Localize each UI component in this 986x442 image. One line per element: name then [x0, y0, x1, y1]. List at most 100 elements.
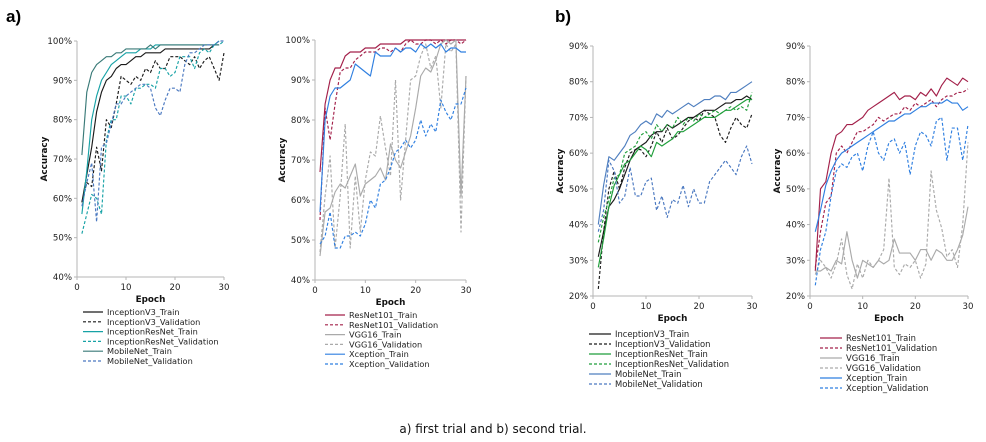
y-tick-label: 80%	[786, 78, 805, 88]
x-tick-label: 0	[807, 302, 812, 312]
x-tick-label: 20	[410, 286, 421, 296]
y-tick-label: 60%	[569, 149, 588, 159]
y-tick-label: 20%	[786, 292, 805, 302]
legend-label: VGG16_Validation	[349, 339, 422, 349]
legend-label: MobileNet_Validation	[107, 356, 193, 366]
y-tick-label: 50%	[53, 234, 72, 244]
series-line-xception-train	[319, 43, 466, 213]
legend-label: InceptionV3_Validation	[107, 317, 200, 327]
legend-label: Xception_Validation	[349, 359, 430, 369]
y-tick-label: 70%	[53, 155, 72, 165]
y-tick-label: 30%	[569, 256, 588, 266]
y-tick-label: 90%	[53, 76, 72, 86]
series-line-vgg16-train	[815, 206, 969, 279]
legend-label: InceptionResNet_Train	[107, 327, 198, 337]
y-tick-label: 60%	[53, 194, 72, 204]
legend-label: InceptionV3_Train	[107, 307, 180, 317]
series-line-vgg16-validation	[814, 142, 969, 290]
x-axis-label: Epoch	[376, 298, 406, 308]
series-line-xception-train	[814, 99, 969, 232]
chart-a-right: 40% 50% 60% 70% 80% 90% 100% 0 10 20 30 Epoch Accura…	[278, 36, 471, 369]
x-tick-label: 0	[312, 286, 317, 296]
legend-label: ResNet101_Train	[846, 333, 916, 343]
y-tick-label: 100%	[47, 37, 72, 47]
figure-caption: a) first trial and b) second trial.	[399, 422, 587, 436]
y-tick-label: 80%	[291, 116, 310, 126]
y-tick-label: 70%	[569, 113, 588, 123]
y-tick-label: 70%	[291, 156, 310, 166]
y-tick-label: 90%	[291, 76, 310, 86]
x-tick-label: 20	[910, 302, 921, 312]
y-tick-label: 60%	[786, 149, 805, 159]
x-tick-label: 0	[590, 302, 595, 312]
y-tick-label: 40%	[569, 221, 588, 231]
y-tick-label: 90%	[786, 42, 805, 52]
legend-label: ResNet101_Validation	[349, 320, 438, 330]
y-tick-label: 100%	[285, 36, 310, 46]
legend-label: ResNet101_Train	[349, 310, 417, 320]
charts-layer: 40% 50% 60% 70% 80% 90% 100% 0 10 20 30 Epoch Accura…	[40, 36, 973, 393]
legend-label: InceptionResNet_Train	[615, 349, 708, 359]
x-axis-label: Epoch	[658, 314, 688, 324]
x-tick-label: 20	[694, 302, 705, 312]
y-tick-label: 40%	[786, 221, 805, 231]
series-line-resnet101-validation	[814, 88, 969, 268]
y-tick-label: 40%	[53, 273, 72, 283]
series-line-inceptionresnet-validation	[597, 92, 753, 243]
series-line-resnet101-train	[814, 77, 969, 272]
x-tick-label: 30	[747, 302, 758, 312]
legend-label: ResNet101_Validation	[846, 343, 937, 353]
series-line-inceptionv3-train	[81, 44, 220, 203]
x-tick-label: 0	[74, 283, 79, 293]
y-axis-label: Accuracy	[556, 148, 566, 193]
chart-b-right: 20% 30% 40% 50% 60% 70% 80% 90% 0 10 20 30 Epoch Accu…	[773, 42, 973, 393]
x-tick-label: 10	[641, 302, 652, 312]
legend-label: MobileNet_Validation	[615, 379, 703, 389]
panel-label-b: b)	[555, 7, 571, 26]
y-tick-label: 30%	[786, 256, 805, 266]
series-line-resnet101-validation	[319, 39, 467, 221]
y-axis-label: Accuracy	[773, 148, 783, 193]
series-line-mobilenet-validation	[81, 40, 224, 223]
x-tick-label: 20	[170, 283, 181, 293]
legend-label: Xception_Train	[846, 373, 907, 383]
x-axis-label: Epoch	[874, 314, 904, 324]
series-line-inceptionv3-validation	[81, 52, 225, 203]
series-line-mobilenet-validation	[597, 145, 753, 232]
y-tick-label: 80%	[53, 116, 72, 126]
series-line-inceptionv3-validation	[597, 109, 753, 289]
x-tick-label: 30	[219, 283, 230, 293]
series-line-xception-validation	[319, 87, 467, 249]
legend-label: InceptionResNet_Validation	[107, 336, 219, 346]
chart-a-left: 40% 50% 60% 70% 80% 90% 100% 0 10 20 30 Epoch Accura…	[40, 37, 229, 366]
x-tick-label: 30	[963, 302, 974, 312]
series-line-mobilenet-train	[81, 44, 220, 156]
y-axis-label: Accuracy	[40, 136, 50, 181]
legend-label: VGG16_Train	[349, 330, 401, 340]
y-tick-label: 60%	[291, 196, 310, 206]
legend-label: Xception_Train	[349, 349, 409, 359]
legend-label: InceptionV3_Validation	[615, 339, 711, 349]
series-line-vgg16-train	[319, 39, 467, 257]
y-tick-label: 40%	[291, 276, 310, 286]
series-line-mobilenet-train	[597, 81, 753, 225]
x-axis-label: Epoch	[136, 295, 166, 305]
y-tick-label: 50%	[569, 185, 588, 195]
legend-label: VGG16_Validation	[846, 363, 921, 373]
legend-label: MobileNet_Train	[615, 369, 681, 379]
x-tick-label: 10	[360, 286, 371, 296]
y-tick-label: 90%	[569, 42, 588, 52]
y-tick-label: 20%	[569, 292, 588, 302]
series-line-xception-validation	[814, 116, 969, 286]
legend-label: InceptionResNet_Validation	[615, 359, 729, 369]
series-line-vgg16-validation	[319, 43, 467, 253]
legend-label: MobileNet_Train	[107, 346, 172, 356]
panel-label-a: a)	[6, 7, 21, 26]
y-tick-label: 70%	[786, 113, 805, 123]
x-tick-label: 10	[857, 302, 868, 312]
x-tick-label: 10	[121, 283, 132, 293]
y-tick-label: 50%	[291, 236, 310, 246]
chart-b-left: 20% 30% 40% 50% 60% 70% 80% 90% 0 10 20 30 Epoch Accu…	[556, 42, 757, 389]
legend-label: InceptionV3_Train	[615, 329, 689, 339]
